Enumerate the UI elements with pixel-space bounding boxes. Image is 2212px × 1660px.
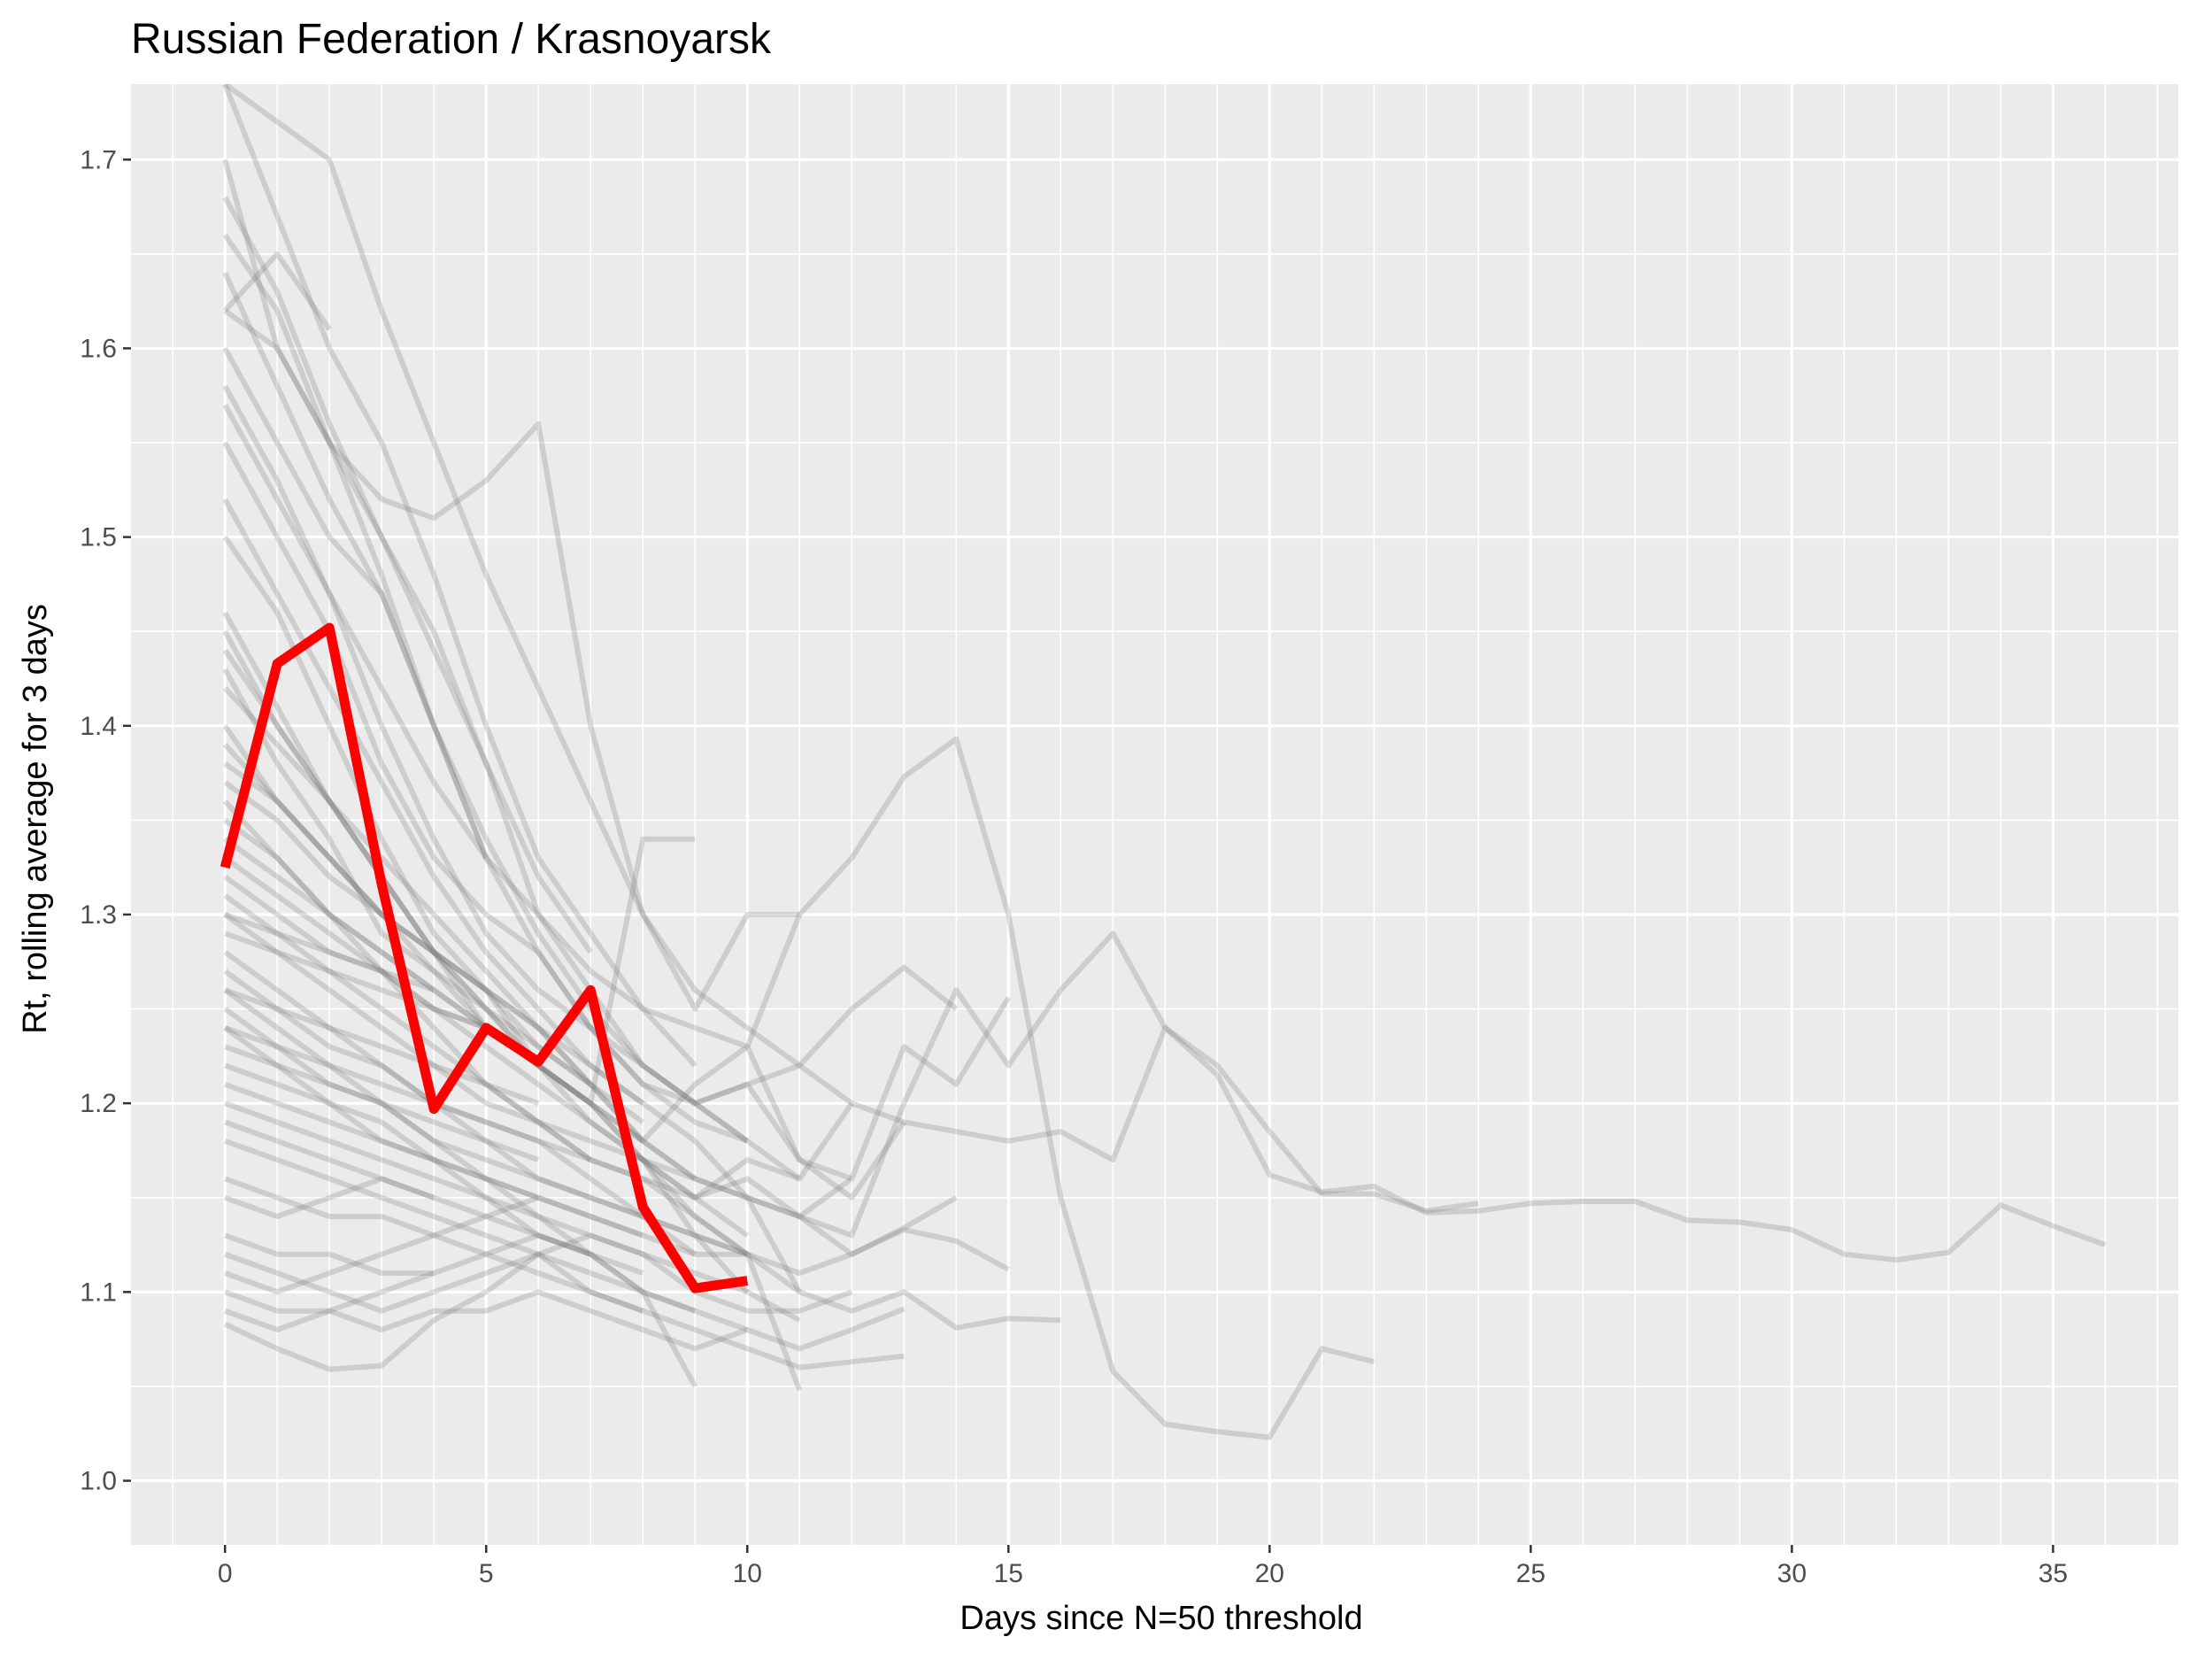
background-series-line [222,84,698,1068]
background-series-line [222,668,750,1294]
background-series-line [223,987,1010,1272]
major-gridlines [131,84,2178,1545]
x-tick-label: 20 [1255,1559,1284,1588]
x-axis-ticks: 0 5 10 15 20 25 30 35 [218,1545,2068,1588]
background-series-line [224,1062,749,1332]
y-tick-label: 1.7 [80,145,117,174]
background-series-line [222,724,1479,1239]
background-series-line [222,498,645,1106]
background-series-line [224,1232,435,1276]
background-series-line [222,743,489,1030]
background-series-line [223,761,802,1293]
x-tick-label: 0 [218,1559,233,1588]
background-series-line [223,1007,749,1257]
background-series-line [222,611,645,1124]
x-axis-title: Days since N=50 threshold [960,1600,1362,1637]
y-tick-label: 1.5 [80,523,117,552]
background-series-line [223,84,2107,1263]
background-series-line [222,196,593,954]
background-series-line [222,346,959,1107]
background-series-line [222,271,750,1144]
y-axis-ticks: 1.0 1.1 1.2 1.3 1.4 1.5 1.6 1.7 [80,145,131,1496]
background-series-line [223,780,645,1143]
background-series-line [222,251,332,331]
background-series-line [223,1025,958,1276]
background-series-line [223,308,853,1182]
background-series-line [222,158,800,1012]
highlight-series-line [220,622,749,1293]
background-series-group [222,84,2107,1440]
x-tick-label: 10 [733,1559,762,1588]
x-tick-label: 30 [1777,1559,1807,1588]
background-series-line [224,1176,592,1257]
background-series-line [222,686,593,1086]
background-series-line [224,1081,644,1239]
y-tick-label: 1.0 [80,1467,117,1496]
chart-title: Russian Federation / Krasnoyarsk [131,16,772,63]
background-series-line [224,930,488,1031]
background-series-line [222,403,489,860]
background-series-line [224,1289,906,1352]
y-tick-label: 1.1 [80,1278,117,1307]
background-series-line [223,836,696,1107]
background-series-line [223,969,749,1257]
y-tick-label: 1.3 [80,900,117,930]
background-series-line [223,1251,905,1372]
x-tick-label: 15 [994,1559,1023,1588]
y-tick-label: 1.4 [80,712,117,741]
x-tick-label: 5 [479,1559,494,1588]
background-series-line [224,1176,644,1314]
y-axis-title: Rt, rolling average for 3 days [17,604,54,1034]
background-series-line [224,1232,644,1332]
background-series-line [224,987,540,1107]
y-tick-label: 1.6 [80,334,117,363]
background-series-line [222,441,749,1144]
background-series-line [224,1138,697,1314]
background-series-line [224,1100,853,1314]
background-series-line [223,817,698,1181]
background-series-line [222,535,1376,1440]
background-series-line [222,384,802,1181]
plot-panel [131,84,2178,1545]
background-series-line [224,1025,698,1388]
background-series-line [222,799,1061,1331]
background-series-line [223,912,1011,1220]
background-series-line [224,1044,540,1162]
background-series-line [223,950,698,1257]
minor-gridlines [131,84,2178,1545]
background-series-line [222,233,906,1201]
background-series-line [224,1119,435,1201]
y-tick-label: 1.2 [80,1089,117,1118]
background-series-line [224,912,750,1238]
x-tick-label: 25 [1516,1559,1545,1588]
background-series-line [224,1194,540,1295]
highlight-series-group [220,622,749,1293]
background-series-line [223,893,592,1162]
x-tick-label: 35 [2039,1559,2068,1588]
background-series-line [224,1232,801,1323]
